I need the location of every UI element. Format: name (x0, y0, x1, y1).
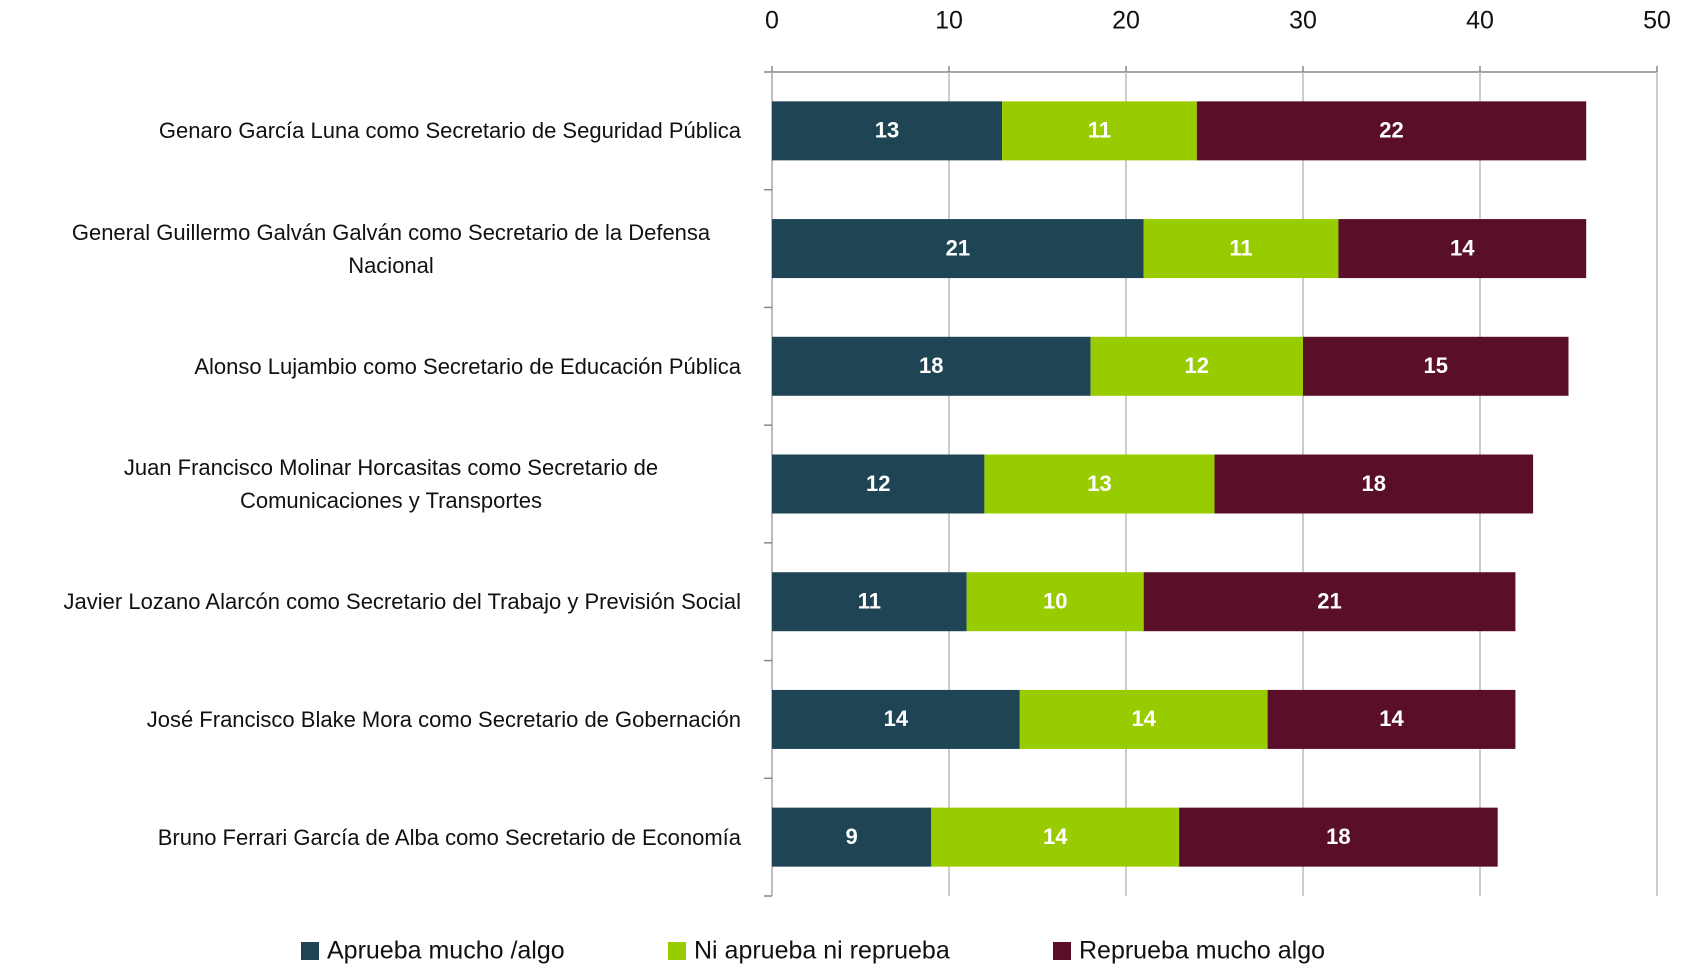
bar-segment (1303, 336, 1569, 396)
value-label: 11 (1229, 235, 1252, 260)
bar-segment (1019, 689, 1268, 749)
legend-label: Reprueba mucho algo (1079, 937, 1325, 965)
bar-segment (1143, 572, 1516, 632)
value-label: 21 (1317, 589, 1341, 614)
x-tick-label: 40 (1466, 7, 1494, 35)
bar-segment (1002, 101, 1197, 161)
category-label: Bruno Ferrari García de Alba como Secret… (157, 824, 741, 850)
category-label: Juan Francisco Molinar Horcasitas como S… (123, 455, 659, 513)
value-label: 18 (1362, 471, 1386, 496)
x-tick-label: 10 (935, 7, 963, 35)
value-label: 14 (884, 706, 909, 731)
x-tick-label: 20 (1112, 7, 1140, 35)
bar-segment (1338, 219, 1587, 279)
value-label: 13 (875, 118, 899, 143)
value-label: 11 (1088, 118, 1111, 143)
bar-segment (772, 454, 985, 514)
category-label-box: José Francisco Blake Mora como Secretari… (0, 679, 741, 759)
x-tick-label: 50 (1643, 7, 1671, 35)
category-label: Javier Lozano Alarcón como Secretario de… (63, 589, 741, 615)
legend-swatch (301, 942, 319, 960)
category-label: José Francisco Blake Mora como Secretari… (146, 706, 741, 732)
bar-segment (1196, 101, 1587, 161)
category-label-box: General Guillermo Galván Galván como Sec… (0, 209, 741, 289)
category-label-box: Genaro García Luna como Secretario de Se… (0, 91, 741, 171)
bar-segment (984, 454, 1215, 514)
category-label-box: Juan Francisco Molinar Horcasitas como S… (0, 444, 741, 524)
value-label: 13 (1087, 471, 1111, 496)
category-label: Alonso Lujambio como Secretario de Educa… (194, 353, 741, 379)
bar-segment (772, 689, 1020, 749)
value-label: 11 (858, 589, 881, 614)
value-label: 14 (1131, 706, 1156, 731)
value-label: 14 (1450, 235, 1475, 260)
bar-segment (772, 572, 967, 632)
value-label: 18 (1326, 824, 1350, 849)
bar-segment (772, 219, 1144, 279)
legend-label: Ni aprueba ni reprueba (694, 937, 950, 965)
category-label-box: Bruno Ferrari García de Alba como Secret… (0, 797, 741, 877)
value-label: 22 (1379, 118, 1403, 143)
value-label: 15 (1424, 353, 1448, 378)
category-label: Genaro García Luna como Secretario de Se… (158, 118, 741, 144)
x-tick-label: 30 (1289, 7, 1317, 35)
bar-segment (1143, 219, 1339, 279)
bar-segment (772, 101, 1003, 161)
bar-segment (931, 807, 1180, 867)
bar-segment (772, 336, 1091, 396)
category-label-box: Alonso Lujambio como Secretario de Educa… (0, 326, 741, 406)
legend-swatch (668, 942, 686, 960)
value-label: 12 (1185, 353, 1209, 378)
bar-segment (1179, 807, 1498, 867)
bar-segment (1267, 689, 1516, 749)
legend-swatch (1053, 942, 1071, 960)
value-label: 12 (866, 471, 890, 496)
legend-label: Aprueba mucho /algo (327, 937, 565, 965)
bar-segment (966, 572, 1144, 632)
value-label: 18 (919, 353, 943, 378)
category-label-box: Javier Lozano Alarcón como Secretario de… (0, 562, 741, 642)
bar-segment (772, 807, 932, 867)
value-label: 14 (1043, 824, 1068, 849)
x-tick-label: 0 (765, 7, 779, 35)
value-label: 14 (1379, 706, 1404, 731)
value-label: 9 (846, 824, 858, 849)
bar-segment (1214, 454, 1534, 514)
bar-segment (1090, 336, 1303, 396)
value-label: 21 (946, 235, 970, 260)
category-label: General Guillermo Galván Galván como Sec… (71, 219, 711, 278)
value-label: 10 (1043, 589, 1067, 614)
